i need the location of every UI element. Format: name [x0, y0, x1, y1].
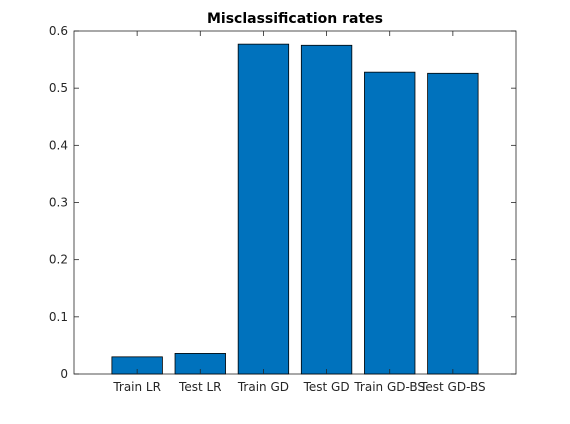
bar-test-gd-bs: [427, 72, 479, 375]
y-tick-label: 0.1: [49, 310, 68, 324]
y-tick-label: 0.2: [49, 253, 68, 267]
x-axis: Train LR Test LR Train GD Test GD Train GD-B…: [112, 31, 486, 394]
x-tick-label: Train GD: [237, 380, 289, 394]
y-tick-label: 0.4: [49, 138, 68, 152]
x-tick-label: Test LR: [178, 380, 221, 394]
y-tick-label: 0.5: [49, 81, 68, 95]
y-tick-label: 0.3: [49, 196, 68, 210]
bar-train-gd: [237, 43, 290, 375]
x-tick-label: Train LR: [112, 380, 161, 394]
y-tick-label: 0.6: [49, 24, 68, 38]
bar-test-gd: [300, 44, 353, 375]
x-tick-label: Test GD-BS: [419, 380, 486, 394]
y-axis: 0 0.1 0.2 0.3 0.4 0.5 0.6: [49, 24, 516, 381]
bar-train-gd-bs: [364, 71, 416, 375]
chart-title: Misclassification rates: [207, 11, 383, 27]
bars: [111, 43, 479, 375]
x-tick-label: Train GD-BS: [353, 380, 425, 394]
x-tick-label: Test GD: [303, 380, 350, 394]
y-tick-label: 0: [60, 367, 68, 381]
